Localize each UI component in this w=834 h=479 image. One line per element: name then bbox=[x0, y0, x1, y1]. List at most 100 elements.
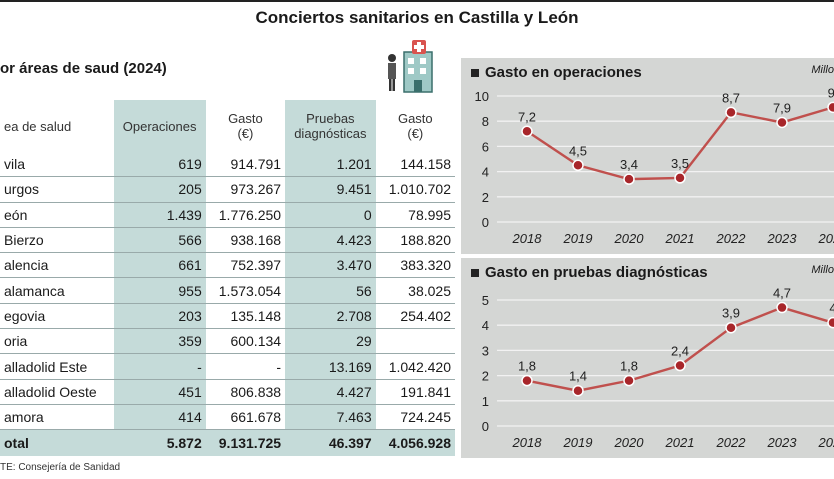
x-tick-label: 2020 bbox=[614, 435, 645, 450]
table-total-row: otal 5.872 9.131.725 46.397 4.056.928 bbox=[0, 429, 455, 457]
value-cell: - bbox=[113, 353, 206, 380]
table-row: vila 619 914.791 1.201 144.158 bbox=[0, 152, 455, 178]
x-tick-label: 2019 bbox=[563, 435, 593, 450]
data-point bbox=[674, 172, 686, 184]
value-cell: 1.776.250 bbox=[205, 202, 286, 228]
table-row: urgos 205 973.267 9.451 1.010.702 bbox=[0, 176, 455, 203]
data-label: 3,9 bbox=[722, 306, 740, 321]
table-header-row: ea de salud Operaciones Gasto (€) Prueba… bbox=[0, 100, 455, 152]
value-cell: 359 bbox=[113, 328, 206, 355]
title-bar: Conciertos sanitarios en Castilla y León bbox=[0, 0, 834, 34]
value-cell: 135.148 bbox=[205, 303, 286, 330]
value-cell: 203 bbox=[113, 303, 206, 330]
operaciones-line-chart: 0 2 4 6 8 10 7,2 2018 4,5 2019 3,4 2020 3,5 2021 8,7 20… bbox=[475, 85, 834, 246]
y-tick-label: 6 bbox=[482, 139, 489, 154]
area-name-cell: eón bbox=[0, 202, 114, 228]
data-label: 3,4 bbox=[620, 157, 638, 172]
x-tick-label: 2024 bbox=[818, 435, 834, 450]
data-point bbox=[776, 301, 788, 314]
y-tick-label: 8 bbox=[482, 114, 489, 129]
value-cell: 414 bbox=[113, 404, 206, 431]
value-cell: 938.168 bbox=[205, 227, 286, 254]
y-tick-label: 3 bbox=[482, 343, 489, 358]
table-row: alladolid Este - -13.169 1.042.420 bbox=[0, 353, 455, 380]
value-cell: 451 bbox=[113, 379, 206, 405]
x-tick-label: 2019 bbox=[563, 231, 593, 246]
value-cell: 5.872 bbox=[113, 429, 206, 457]
area-name-cell: egovia bbox=[0, 303, 114, 330]
table-row: alladolid Oeste 451 806.838 4.427 191.841 bbox=[0, 379, 455, 405]
value-cell: 752.397 bbox=[205, 252, 286, 279]
x-tick-label: 2021 bbox=[665, 435, 695, 450]
area-name-cell: alladolid Oeste bbox=[0, 379, 114, 405]
y-tick-label: 1 bbox=[482, 394, 489, 409]
value-cell: 566 bbox=[113, 227, 206, 254]
pruebas-line-chart: 0 1 2 3 4 5 1,8 2018 1,4 2019 1,8 2020 2,4 2021 3,9 202… bbox=[482, 286, 834, 450]
area-name-cell: amora bbox=[0, 404, 114, 431]
value-cell: 724.245 bbox=[375, 404, 455, 431]
value-cell: 1.439 bbox=[113, 202, 206, 228]
value-cell: 78.995 bbox=[375, 202, 455, 228]
pruebas-chart-title: Gasto en pruebas diagnósticas bbox=[471, 264, 708, 281]
y-tick-label: 2 bbox=[482, 190, 489, 205]
data-label: 8,7 bbox=[722, 90, 740, 105]
pruebas-units: Millo bbox=[811, 264, 834, 276]
value-cell: 4.423 bbox=[285, 227, 376, 254]
data-point bbox=[521, 125, 533, 138]
value-cell: 4.427 bbox=[285, 379, 376, 405]
value-cell: 9.451 bbox=[285, 176, 376, 203]
y-tick-label: 5 bbox=[482, 293, 489, 308]
data-point bbox=[623, 374, 635, 387]
value-cell: 661.678 bbox=[205, 404, 286, 431]
col-header-operaciones: Operaciones bbox=[113, 100, 206, 152]
data-point bbox=[572, 384, 584, 397]
x-tick-label: 2018 bbox=[512, 435, 543, 450]
y-tick-label: 4 bbox=[482, 165, 489, 180]
data-point bbox=[521, 374, 533, 387]
pruebas-chart-panel: Gasto en pruebas diagnósticas Millo 0 1 2 3… bbox=[461, 258, 834, 458]
data-point bbox=[674, 359, 686, 372]
area-name-cell: alencia bbox=[0, 252, 114, 279]
value-cell: 4.056.928 bbox=[375, 429, 455, 457]
x-tick-label: 2023 bbox=[767, 435, 798, 450]
y-tick-label: 4 bbox=[482, 318, 489, 333]
value-cell: 254.402 bbox=[375, 303, 455, 330]
table-subtitle: or áreas de saud (2024) bbox=[0, 60, 167, 77]
data-label: 9, bbox=[828, 85, 834, 100]
value-cell: 661 bbox=[113, 252, 206, 279]
x-tick-label: 2021 bbox=[665, 231, 695, 246]
value-cell: 600.134 bbox=[205, 328, 286, 355]
area-name-cell: alladolid Este bbox=[0, 353, 114, 380]
value-cell: 56 bbox=[285, 277, 376, 304]
value-cell: 191.841 bbox=[375, 379, 455, 405]
value-cell: 188.820 bbox=[375, 227, 455, 254]
x-tick-label: 2024 bbox=[818, 231, 834, 246]
data-point bbox=[827, 316, 834, 329]
value-cell: 1.010.702 bbox=[375, 176, 455, 203]
data-label: 7,9 bbox=[773, 100, 791, 115]
value-cell: 7.463 bbox=[285, 404, 376, 431]
data-point bbox=[572, 159, 584, 172]
data-point bbox=[827, 101, 834, 114]
value-cell: 13.169 bbox=[285, 353, 376, 380]
x-tick-label: 2022 bbox=[716, 435, 747, 450]
operaciones-chart-title: Gasto en operaciones bbox=[471, 64, 642, 81]
value-cell: 1.042.420 bbox=[375, 353, 455, 380]
value-cell: 973.267 bbox=[205, 176, 286, 203]
data-point bbox=[623, 173, 635, 185]
value-cell: 1.573.054 bbox=[205, 277, 286, 304]
page-title: Conciertos sanitarios en Castilla y León bbox=[255, 8, 579, 27]
area-name-cell: alamanca bbox=[0, 277, 114, 304]
value-cell: 9.131.725 bbox=[205, 429, 286, 457]
data-label: 2,4 bbox=[671, 344, 689, 359]
value-cell: 29 bbox=[285, 328, 376, 355]
data-point bbox=[725, 106, 737, 119]
data-label: 3,5 bbox=[671, 156, 689, 171]
y-tick-label: 2 bbox=[482, 369, 489, 384]
table-row: amora 414 661.678 7.463 724.245 bbox=[0, 404, 455, 431]
y-tick-label: 0 bbox=[482, 215, 489, 230]
x-tick-label: 2023 bbox=[767, 231, 798, 246]
area-name-cell: otal bbox=[0, 429, 114, 457]
area-name-cell: Bierzo bbox=[0, 227, 114, 254]
data-point bbox=[776, 116, 788, 129]
